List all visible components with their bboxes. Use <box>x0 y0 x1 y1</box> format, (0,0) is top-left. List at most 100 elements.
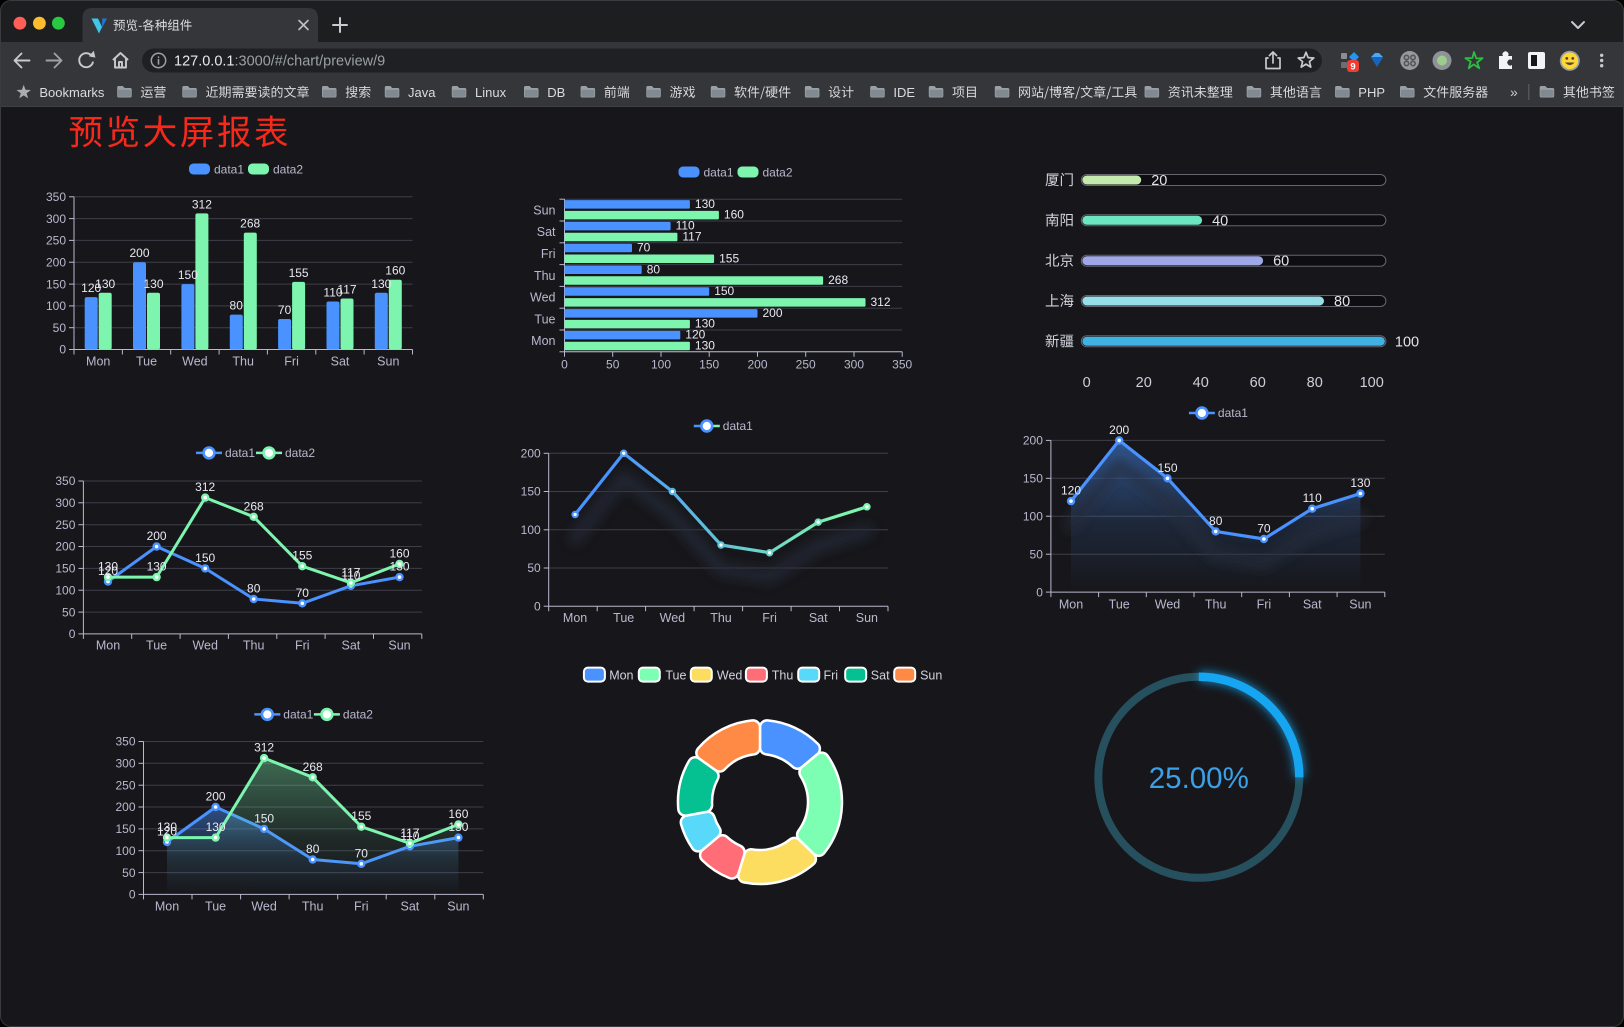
svg-text:Sat: Sat <box>331 355 350 369</box>
svg-text:120: 120 <box>685 328 705 342</box>
svg-text:Sat: Sat <box>1303 598 1322 612</box>
svg-text:50: 50 <box>527 561 541 575</box>
svg-text:350: 350 <box>46 190 66 204</box>
svg-text:350: 350 <box>55 474 75 488</box>
svg-text:Tue: Tue <box>665 668 686 682</box>
svg-text:200: 200 <box>55 540 75 554</box>
svg-text:Sat: Sat <box>342 639 361 653</box>
svg-text:Mon: Mon <box>531 334 555 348</box>
svg-text:130: 130 <box>1350 476 1370 490</box>
svg-text:160: 160 <box>385 264 405 278</box>
svg-text:150: 150 <box>521 485 541 499</box>
svg-text:130: 130 <box>95 277 115 291</box>
svg-text:Sun: Sun <box>447 900 469 914</box>
svg-text:130: 130 <box>695 197 715 211</box>
svg-text:130: 130 <box>695 317 715 331</box>
svg-text:Sat: Sat <box>537 225 556 239</box>
svg-text:130: 130 <box>448 820 468 834</box>
svg-text:50: 50 <box>122 866 136 880</box>
svg-text:117: 117 <box>337 283 356 297</box>
svg-text:80: 80 <box>247 582 261 596</box>
svg-text:130: 130 <box>206 820 226 834</box>
svg-text:Tue: Tue <box>136 355 157 369</box>
svg-text:100: 100 <box>46 299 66 313</box>
svg-text:200: 200 <box>147 529 167 543</box>
svg-text:70: 70 <box>278 303 292 317</box>
svg-text:268: 268 <box>240 217 260 231</box>
svg-text:200: 200 <box>1023 434 1043 448</box>
svg-text:Tue: Tue <box>146 639 167 653</box>
svg-text:Wed: Wed <box>530 291 556 305</box>
svg-text:150: 150 <box>178 268 198 282</box>
svg-text:100: 100 <box>1023 510 1043 524</box>
svg-text:200: 200 <box>747 358 767 372</box>
svg-text:110: 110 <box>1303 491 1322 505</box>
svg-text:0: 0 <box>1036 585 1043 599</box>
svg-text:100: 100 <box>55 583 75 597</box>
svg-text:100: 100 <box>115 844 135 858</box>
svg-text:0: 0 <box>534 599 541 613</box>
svg-text:110: 110 <box>323 286 342 300</box>
svg-text:0: 0 <box>561 358 568 372</box>
svg-text:data2: data2 <box>343 708 373 722</box>
svg-text:130: 130 <box>143 277 163 291</box>
svg-text:Mon: Mon <box>155 900 179 914</box>
svg-text:150: 150 <box>55 562 75 576</box>
svg-text:Linux: Linux <box>475 85 507 100</box>
svg-text:155: 155 <box>289 266 309 280</box>
svg-text:Fri: Fri <box>1257 598 1272 612</box>
svg-text:Wed: Wed <box>1155 598 1181 612</box>
svg-text:200: 200 <box>521 447 541 461</box>
svg-text:70: 70 <box>1257 522 1271 536</box>
svg-text:Mon: Mon <box>96 639 120 653</box>
svg-text:300: 300 <box>46 212 66 226</box>
svg-text:Tue: Tue <box>205 900 226 914</box>
svg-text:130: 130 <box>98 560 118 574</box>
svg-text:150: 150 <box>46 277 66 291</box>
svg-text:data1: data1 <box>283 708 313 722</box>
svg-text:Fri: Fri <box>295 639 310 653</box>
svg-text:200: 200 <box>46 255 66 269</box>
svg-text:250: 250 <box>55 518 75 532</box>
svg-text:50: 50 <box>53 321 67 335</box>
svg-text:Sun: Sun <box>533 203 555 217</box>
svg-text:Fri: Fri <box>541 247 556 261</box>
svg-text:80: 80 <box>1209 514 1223 528</box>
svg-text:268: 268 <box>303 760 323 774</box>
svg-text:250: 250 <box>796 358 816 372</box>
svg-text:60: 60 <box>1273 254 1289 270</box>
svg-text:Fri: Fri <box>354 900 369 914</box>
svg-text:200: 200 <box>129 246 149 260</box>
svg-text:155: 155 <box>292 549 312 563</box>
svg-text:80: 80 <box>230 299 244 313</box>
svg-text:150: 150 <box>1023 472 1043 486</box>
svg-text:150: 150 <box>699 358 719 372</box>
svg-text:Tue: Tue <box>613 611 634 625</box>
svg-text:80: 80 <box>647 262 661 276</box>
svg-text:Thu: Thu <box>232 355 254 369</box>
svg-text:Java: Java <box>408 85 436 100</box>
svg-text:130: 130 <box>157 820 177 834</box>
svg-text:Sun: Sun <box>388 639 410 653</box>
svg-text:Thu: Thu <box>710 611 732 625</box>
svg-text:PHP: PHP <box>1358 85 1385 100</box>
svg-text:Mon: Mon <box>609 668 633 682</box>
svg-text:Thu: Thu <box>302 900 324 914</box>
svg-text:70: 70 <box>355 846 369 860</box>
svg-text:0: 0 <box>59 343 66 357</box>
svg-text:120: 120 <box>1061 484 1081 498</box>
svg-text:Sun: Sun <box>920 668 942 682</box>
svg-text:Wed: Wed <box>182 355 208 369</box>
svg-text:100: 100 <box>1360 375 1384 391</box>
svg-text:Mon: Mon <box>563 611 587 625</box>
svg-text:data1: data1 <box>214 162 244 176</box>
svg-text:IDE: IDE <box>893 85 915 100</box>
svg-text:60: 60 <box>1250 375 1266 391</box>
svg-text:25.00%: 25.00% <box>1149 762 1249 795</box>
svg-text:200: 200 <box>1109 423 1129 437</box>
svg-text:0: 0 <box>129 888 136 902</box>
svg-text:Mon: Mon <box>1059 598 1083 612</box>
svg-text:150: 150 <box>254 811 274 825</box>
svg-text:312: 312 <box>871 295 891 309</box>
svg-text:130: 130 <box>389 560 409 574</box>
